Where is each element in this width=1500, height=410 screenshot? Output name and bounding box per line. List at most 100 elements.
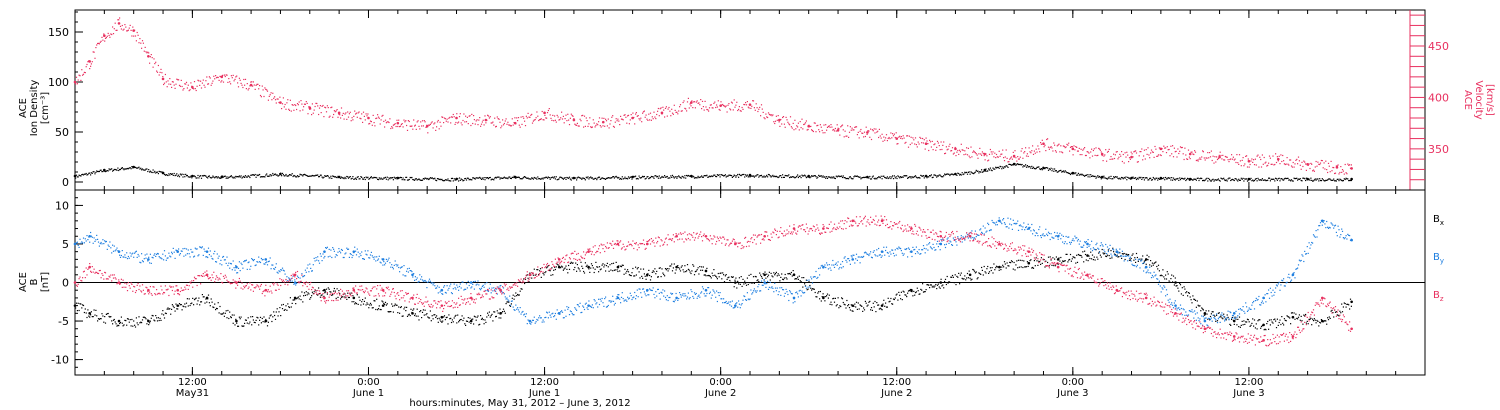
velocity-point — [924, 142, 928, 146]
bx-point — [117, 319, 121, 323]
by-point — [763, 281, 766, 284]
velocity-point — [1276, 157, 1280, 161]
bz-point — [792, 227, 796, 230]
bx-point — [792, 273, 796, 277]
bz-point — [645, 242, 649, 246]
density-tick-label: 0 — [62, 176, 69, 189]
velocity-series — [73, 17, 1353, 175]
by-point — [851, 258, 855, 261]
by-point — [1203, 319, 1207, 323]
bz-point — [499, 288, 502, 292]
bx-point — [1056, 258, 1060, 261]
velocity-point — [117, 22, 121, 25]
bz-point — [587, 250, 590, 253]
by-point — [1086, 242, 1089, 246]
bfield-tick-label: 0 — [62, 277, 69, 290]
bx-point — [734, 281, 737, 284]
velocity-tick-label: 400 — [1428, 91, 1449, 104]
bz-point — [939, 234, 943, 238]
bz-series — [73, 215, 1353, 347]
density-velocity-series — [73, 17, 1353, 182]
bx-point — [1174, 281, 1177, 284]
density-point — [1350, 177, 1353, 181]
density-trace — [75, 163, 1352, 182]
bx-point — [968, 273, 972, 277]
bz-point — [528, 273, 532, 277]
bfield-tick-label: 5 — [62, 238, 69, 251]
bz-point — [469, 296, 473, 300]
velocity-point — [543, 111, 546, 115]
density-axis-label-line2: Ion Density — [29, 80, 40, 137]
velocity-point — [73, 80, 77, 84]
bx-point — [235, 319, 238, 323]
velocity-point — [1218, 155, 1221, 159]
velocity-axis-label-line2: Velocity — [1473, 80, 1484, 119]
bx-point — [939, 281, 943, 284]
bz-trace — [75, 215, 1352, 347]
velocity-axis-ticks: 350 400 450 — [1409, 10, 1449, 190]
by-point — [1115, 250, 1119, 253]
bx-point — [352, 296, 356, 300]
velocity-point — [161, 77, 165, 81]
velocity-point — [1130, 155, 1133, 159]
velocity-point — [1188, 152, 1192, 156]
density-velocity-panel: 0 50 100 150 350 400 450 ACE Ion Density [cm⁻… — [18, 9, 1495, 191]
by-point — [792, 296, 796, 300]
bfield-tick-label: -5 — [58, 315, 69, 328]
time-tick-label: 0:00 — [357, 377, 379, 388]
velocity-point — [895, 137, 899, 140]
by-point — [734, 304, 737, 307]
time-tick-label: 0:00 — [1062, 377, 1084, 388]
velocity-point — [337, 111, 341, 115]
velocity-tick-label: 450 — [1428, 40, 1449, 53]
velocity-axis-label-line3: [km/s] — [1484, 84, 1495, 116]
legend-bx: Bx — [1433, 214, 1444, 227]
bfield-axis-label-line2: B — [29, 278, 40, 285]
velocity-point — [396, 121, 400, 125]
by-point — [1174, 304, 1177, 307]
bx-point — [88, 312, 91, 315]
bz-point — [822, 227, 825, 230]
velocity-trace — [75, 17, 1352, 175]
density-axis-ticks: 0 50 100 150 — [48, 11, 83, 189]
density-series — [73, 162, 1353, 182]
velocity-point — [983, 152, 987, 156]
top-panel-frame — [74, 9, 1426, 191]
velocity-point — [601, 120, 605, 124]
velocity-point — [660, 111, 664, 115]
bz-point — [1056, 265, 1060, 269]
density-axis-label-line3: [cm⁻³] — [40, 92, 51, 124]
magnetic-field-panel: -10 -5 0 5 10 ACE B [nT] Bx By Bz — [18, 189, 1444, 376]
date-tick-label: June 3 — [1056, 388, 1088, 399]
density-tick-label: 50 — [55, 126, 69, 139]
velocity-point — [1071, 147, 1075, 151]
bx-trace — [75, 247, 1352, 331]
bz-point — [1320, 296, 1324, 300]
date-tick-label: June 3 — [1232, 388, 1264, 399]
velocity-point — [455, 116, 458, 120]
bfield-tick-label: 10 — [55, 199, 69, 212]
bz-point — [968, 234, 972, 238]
bz-point — [880, 219, 884, 223]
bz-point — [910, 227, 913, 230]
bx-point — [1350, 300, 1353, 304]
bz-point — [1144, 296, 1148, 300]
bx-point — [763, 273, 766, 277]
by-point — [205, 250, 209, 253]
bz-point — [1291, 335, 1295, 338]
bx-point — [822, 296, 825, 300]
time-tick-label: 12:00 — [1234, 377, 1263, 388]
bz-point — [557, 258, 561, 261]
bz-point — [176, 288, 180, 292]
by-point — [939, 242, 943, 246]
time-tick-label: 12:00 — [882, 377, 911, 388]
velocity-point — [220, 75, 224, 79]
velocity-point — [367, 116, 370, 120]
density-tick-label: 150 — [48, 26, 69, 39]
date-tick-label: June 1 — [528, 388, 560, 399]
bx-point — [323, 288, 326, 292]
time-tick-label: 12:00 — [530, 377, 559, 388]
by-point — [264, 258, 268, 261]
bx-point — [293, 296, 297, 300]
